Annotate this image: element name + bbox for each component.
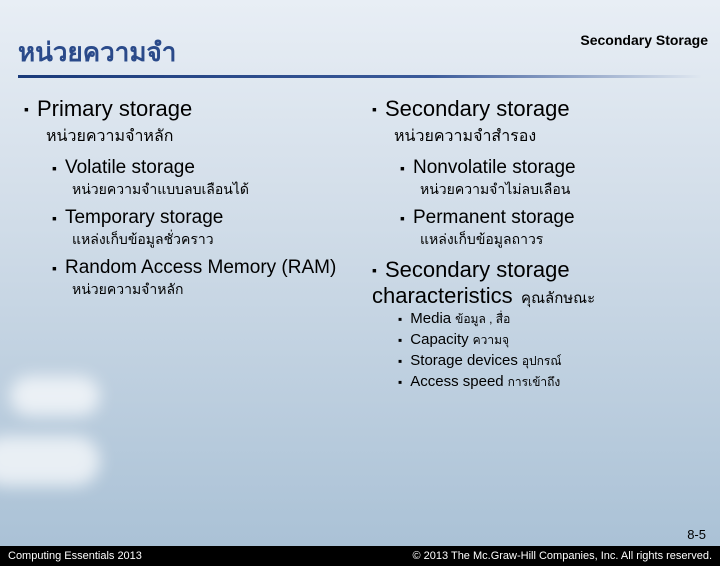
list-item: Volatile storage (65, 157, 195, 178)
bullet-icon (398, 310, 410, 327)
char-item-thai: ความจุ (473, 333, 509, 347)
title-underline (18, 75, 702, 78)
list-item: Temporary storage (65, 207, 223, 228)
bg-cloud (0, 436, 100, 486)
bullet-icon (52, 210, 65, 227)
char-item-thai: อุปกรณ์ (522, 354, 562, 368)
secondary-heading: Secondary storage (385, 96, 570, 121)
char-item-thai: การเข้าถึง (508, 375, 561, 389)
header-topic: Secondary Storage (580, 32, 708, 48)
bullet-icon (24, 103, 37, 120)
bullet-icon (398, 331, 410, 348)
list-item-thai: แหล่งเก็บข้อมูลชั่วคราว (72, 229, 362, 251)
footer-right: © 2013 The Mc.Graw-Hill Companies, Inc. … (412, 550, 712, 562)
list-item-thai: หน่วยความจำหลัก (72, 279, 362, 301)
list-item-thai: หน่วยความจำไม่ลบเลือน (420, 179, 700, 201)
bullet-icon (372, 264, 385, 281)
bullet-icon (398, 352, 410, 369)
bullet-icon (372, 103, 385, 120)
characteristics-heading-thai: คุณลักษณะ (521, 290, 595, 307)
list-item: Permanent storage (413, 207, 575, 228)
bullet-icon (400, 160, 413, 177)
list-item-thai: แหล่งเก็บข้อมูลถาวร (420, 229, 700, 251)
list-item: Random Access Memory (RAM) (65, 257, 336, 278)
primary-heading-thai: หน่วยความจำหลัก (46, 124, 362, 149)
char-item: Capacity (410, 331, 468, 348)
secondary-heading-thai: หน่วยความจำสำรอง (394, 124, 700, 149)
bullet-icon (52, 160, 65, 177)
list-item: Nonvolatile storage (413, 157, 576, 178)
bullet-icon (52, 260, 65, 277)
primary-heading: Primary storage (37, 96, 192, 121)
bg-cloud (10, 376, 100, 416)
bullet-icon (398, 373, 410, 390)
bullet-icon (400, 210, 413, 227)
char-item-thai: ข้อมูล , สื่อ (455, 312, 510, 326)
char-item: Storage devices (410, 352, 518, 369)
list-item-thai: หน่วยความจำแบบลบเลือนได้ (72, 179, 362, 201)
footer-left: Computing Essentials 2013 (8, 550, 142, 562)
char-item: Access speed (410, 373, 503, 390)
char-item: Media (410, 310, 451, 327)
